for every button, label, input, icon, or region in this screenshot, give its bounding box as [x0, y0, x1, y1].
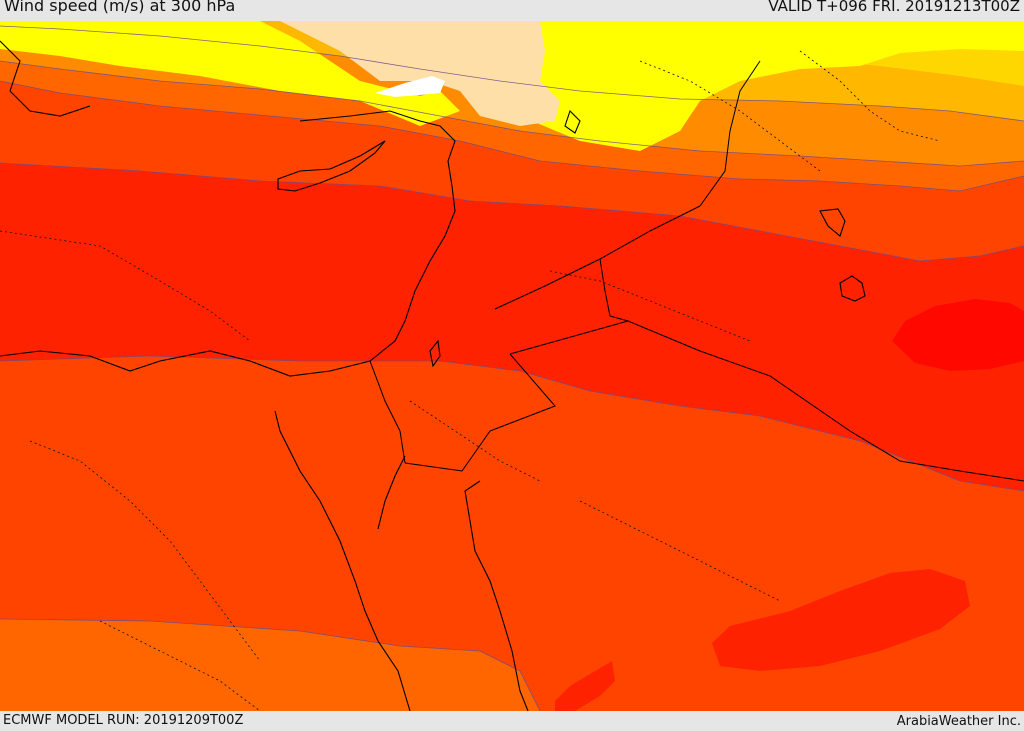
calm-spot — [375, 76, 445, 97]
map-header: Wind speed (m/s) at 300 hPa VALID T+096 … — [0, 0, 1024, 21]
wind-core-south — [712, 569, 970, 671]
valid-time: VALID T+096 FRI. 20191213T00Z — [768, 0, 1020, 15]
map-title: Wind speed (m/s) at 300 hPa — [4, 0, 236, 15]
map-footer: ECMWF MODEL RUN: 20191209T00Z ArabiaWeat… — [0, 711, 1024, 729]
wind-band-2-west — [0, 21, 460, 126]
wind-band-1-north — [280, 21, 560, 126]
wind-core-south-small — [555, 661, 615, 711]
credit: ArabiaWeather Inc. — [896, 714, 1021, 729]
isotach-lines — [0, 25, 1024, 711]
wind-core-east — [892, 299, 1024, 371]
borders — [0, 50, 941, 711]
coastlines — [0, 40, 866, 711]
wind-speed-map[interactable] — [0, 21, 1024, 711]
wind-band-2-east — [520, 21, 1024, 151]
major-borders — [369, 60, 1024, 482]
model-run: ECMWF MODEL RUN: 20191209T00Z — [3, 713, 244, 728]
map-canvas — [0, 21, 1024, 711]
